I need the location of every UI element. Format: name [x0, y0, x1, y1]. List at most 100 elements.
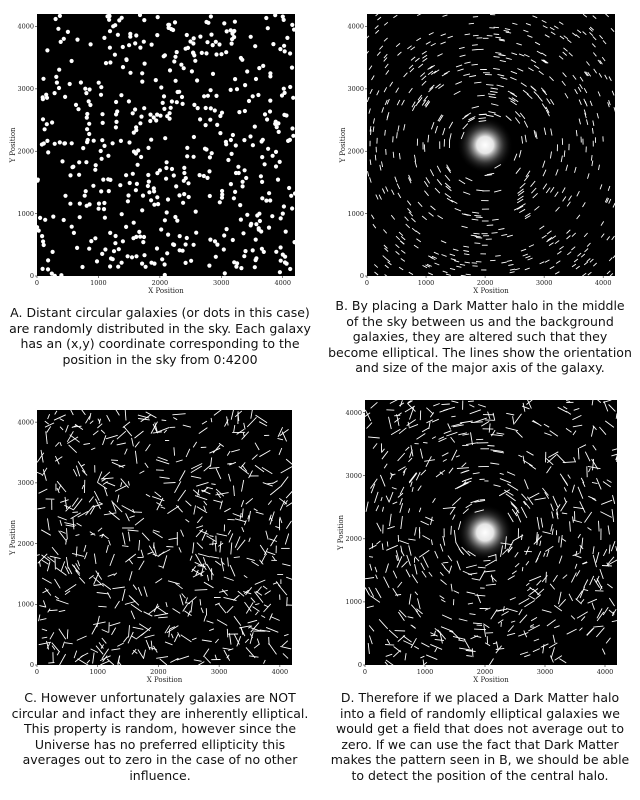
galaxy-ellipse-axis	[602, 606, 609, 616]
galaxy-ellipse-axis	[196, 506, 208, 514]
galaxy-ellipse-axis	[376, 540, 381, 545]
galaxy-ellipse-axis	[60, 499, 69, 503]
galaxy-ellipse-axis	[203, 505, 207, 511]
galaxy-ellipse-axis	[559, 35, 565, 40]
galaxy-ellipse-axis	[105, 544, 109, 553]
galaxy-dot	[138, 121, 143, 126]
galaxy-dot	[249, 221, 254, 226]
galaxy-ellipse-axis	[241, 526, 245, 533]
galaxy-dot	[189, 258, 194, 263]
galaxy-ellipse-axis	[589, 575, 595, 586]
y-tick-label: 2000	[17, 540, 34, 548]
galaxy-ellipse-axis	[37, 471, 43, 475]
galaxy-ellipse-axis	[285, 490, 292, 499]
caption-d: D. Therefore if we placed a Dark Matter …	[330, 690, 630, 783]
galaxy-ellipse-axis	[89, 420, 94, 424]
galaxy-ellipse-axis	[523, 120, 529, 128]
galaxy-ellipse-axis	[157, 426, 170, 433]
galaxy-ellipse-axis	[576, 611, 588, 619]
galaxy-dot	[173, 214, 178, 220]
galaxy-dot	[110, 141, 115, 146]
galaxy-ellipse-axis	[559, 245, 564, 250]
galaxy-ellipse-axis	[178, 470, 186, 482]
galaxy-dot	[191, 242, 196, 247]
galaxy-ellipse-axis	[590, 155, 593, 161]
galaxy-ellipse-axis	[129, 515, 135, 519]
galaxy-ellipse-axis	[538, 70, 544, 76]
galaxy-ellipse-axis	[265, 530, 269, 540]
galaxy-ellipse-axis	[602, 481, 611, 488]
galaxy-ellipse-axis	[414, 563, 418, 575]
galaxy-ellipse-axis	[507, 625, 515, 633]
galaxy-ellipse-axis	[593, 578, 601, 589]
galaxy-ellipse-axis	[383, 576, 390, 589]
galaxy-ellipse-axis	[583, 109, 587, 116]
galaxy-ellipse-axis	[90, 533, 95, 536]
galaxy-ellipse-axis	[381, 543, 384, 551]
galaxy-ellipse-axis	[543, 552, 546, 557]
galaxy-ellipse-axis	[161, 419, 167, 422]
galaxy-ellipse-axis	[58, 628, 67, 640]
galaxy-ellipse-axis	[573, 554, 582, 559]
galaxy-ellipse-axis	[88, 575, 94, 580]
galaxy-ellipse-axis	[117, 655, 121, 665]
galaxy-ellipse-axis	[471, 648, 474, 658]
galaxy-ellipse-axis	[123, 426, 133, 437]
galaxy-dot	[57, 67, 62, 72]
galaxy-ellipse-axis	[370, 478, 378, 489]
galaxy-ellipse-axis	[367, 35, 370, 39]
galaxy-ellipse-axis	[216, 491, 221, 499]
galaxy-ellipse-axis	[54, 455, 60, 465]
galaxy-ellipse-axis	[524, 600, 535, 608]
galaxy-ellipse-axis	[452, 514, 456, 520]
galaxy-ellipse-axis	[488, 423, 491, 433]
galaxy-ellipse-axis	[563, 497, 567, 503]
galaxy-dot	[179, 62, 184, 67]
galaxy-ellipse-axis	[575, 130, 578, 137]
galaxy-ellipse-axis	[428, 212, 434, 217]
galaxy-ellipse-axis	[464, 261, 470, 264]
galaxy-ellipse-axis	[586, 627, 595, 636]
galaxy-ellipse-axis	[203, 615, 207, 622]
galaxy-ellipse-axis	[144, 634, 155, 639]
galaxy-ellipse-axis	[55, 599, 69, 605]
galaxy-ellipse-axis	[466, 655, 473, 657]
galaxy-ellipse-axis	[521, 136, 524, 144]
galaxy-dot	[237, 110, 242, 115]
galaxy-dot	[182, 192, 187, 197]
galaxy-ellipse-axis	[408, 472, 417, 483]
galaxy-ellipse-axis	[591, 458, 599, 470]
galaxy-ellipse-axis	[76, 635, 87, 641]
galaxy-ellipse-axis	[255, 611, 259, 616]
galaxy-ellipse-axis	[434, 550, 439, 559]
galaxy-dot	[155, 15, 160, 20]
galaxy-ellipse-axis	[395, 43, 401, 48]
galaxy-ellipse-axis	[401, 99, 405, 106]
galaxy-dot	[267, 109, 273, 114]
galaxy-ellipse-axis	[602, 40, 607, 45]
galaxy-dot	[139, 114, 144, 119]
galaxy-ellipse-axis	[596, 608, 603, 619]
x-tick-label: 0	[35, 668, 39, 676]
galaxy-ellipse-axis	[377, 16, 382, 21]
galaxy-ellipse-axis	[416, 238, 422, 243]
galaxy-ellipse-axis	[542, 25, 548, 29]
galaxy-dot	[67, 81, 72, 87]
y-tick-label: 0	[30, 272, 34, 280]
galaxy-ellipse-axis	[532, 588, 540, 596]
galaxy-ellipse-axis	[408, 423, 419, 429]
galaxy-ellipse-axis	[97, 418, 101, 423]
galaxy-dot	[182, 170, 187, 176]
galaxy-ellipse-axis	[493, 26, 500, 29]
galaxy-ellipse-axis	[369, 556, 374, 558]
galaxy-ellipse-axis	[539, 540, 542, 546]
galaxy-ellipse-axis	[506, 412, 515, 416]
galaxy-dot	[206, 20, 211, 25]
galaxy-ellipse-axis	[243, 591, 252, 595]
galaxy-ellipse-axis	[515, 509, 519, 515]
galaxy-ellipse-axis	[546, 98, 551, 105]
galaxy-ellipse-axis	[483, 623, 490, 629]
galaxy-dot	[87, 131, 92, 137]
galaxy-ellipse-axis	[386, 544, 398, 551]
galaxy-ellipse-axis	[194, 561, 203, 567]
